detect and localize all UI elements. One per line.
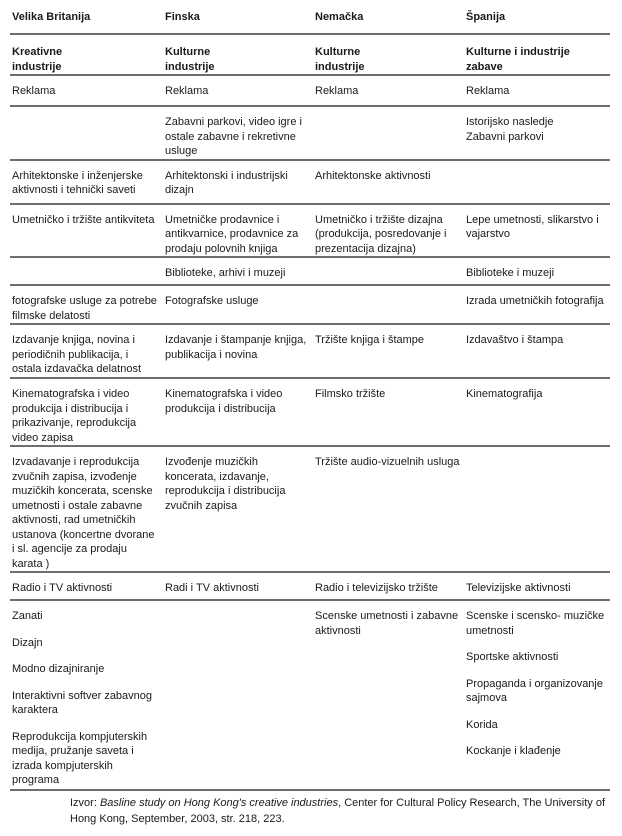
table-cell: Fotografske usluge <box>163 285 313 325</box>
table-cell <box>10 106 163 161</box>
table-cell: Istorijsko nasledje Zabavni parkovi <box>464 106 610 161</box>
table-cell: Filmsko tržište <box>313 378 464 447</box>
table-cell: Biblioteke i muzeji <box>464 257 610 286</box>
list-item: Reprodukcija kompjuterskih medija, pruža… <box>12 730 148 787</box>
category-header: Kreativne industrije <box>10 34 163 76</box>
table-cell: Reklama <box>163 75 313 107</box>
table-cell: Umetničko i tržište dizajna (produkcija,… <box>313 203 464 258</box>
table-cell: Reklama <box>313 75 464 107</box>
list-item: Modno dizajniranje <box>12 663 105 675</box>
table-cell <box>313 257 464 286</box>
table-row: Zabavni parkovi, video igre i ostale zab… <box>10 106 610 161</box>
country-header: Nemačka <box>313 0 464 35</box>
table-cell: Zabavni parkovi, video igre i ostale zab… <box>163 106 313 161</box>
table-cell <box>464 446 610 573</box>
list-item: Interaktivni softver zabavnog karaktera <box>12 689 153 717</box>
table-cell: Televizijske aktivnosti <box>464 572 610 601</box>
table-cell: Umetničke prodavnice i antikvarnice, pro… <box>163 203 313 258</box>
country-header: Finska <box>163 0 313 35</box>
list-item: Kockanje i klađenje <box>466 745 561 757</box>
table-cell: Arhitektonski i industrijski dizajn <box>163 159 313 205</box>
table-cell: Radi i TV aktivnosti <box>163 572 313 601</box>
table-cell: Arhitektonske i inženjerske aktivnosti i… <box>10 159 163 205</box>
table-row: Kinematografska i video produkcija i dis… <box>10 378 610 447</box>
table-cell: Biblioteke, arhivi i muzeji <box>163 257 313 286</box>
table-cell: Radio i televizijsko tržište <box>313 572 464 601</box>
table-row: Arhitektonske i inženjerske aktivnosti i… <box>10 159 610 205</box>
table-cell: Kinematografska i video produkcija i dis… <box>163 378 313 447</box>
table-cell: Izdavanje knjiga, novina i periodičnih p… <box>10 324 163 379</box>
table-cell: Izvadavanje i reprodukcija zvučnih zapis… <box>10 446 163 573</box>
table-row: Biblioteke, arhivi i muzeji Biblioteke i … <box>10 257 610 286</box>
table-cell: Izrada umetničkih fotografija <box>464 285 610 325</box>
table-cell: Umetničko i tržište antikviteta <box>10 203 163 258</box>
list-item: Zanati <box>12 610 43 622</box>
table-cell <box>313 106 464 161</box>
table-row: Umetničko i tržište antikviteta Umetničke… <box>10 203 610 258</box>
source-note: Izvor: Basline study on Hong Kong's crea… <box>70 797 606 825</box>
table-cell: Arhitektonske aktivnosti <box>313 159 464 205</box>
table-cell: Zanati Dizajn Modno dizajniranje Interaktiv… <box>10 600 163 791</box>
table-cell <box>313 285 464 325</box>
source-title: Basline study on Hong Kong's creative in… <box>99 797 339 809</box>
table-cell: Reklama <box>464 75 610 107</box>
table-cell: Scenske umetnosti i zabavne aktivnosti <box>313 600 464 791</box>
table-row: Izvadavanje i reprodukcija zvučnih zapis… <box>10 446 610 573</box>
category-header: Kulturne industrije <box>313 34 464 76</box>
table-cell: Tržište audio-vizuelnih usluga <box>313 446 464 573</box>
table-row: Izdavanje knjiga, novina i periodičnih p… <box>10 324 610 379</box>
table-cell: Izdavanje i štampanje knjiga, publikacij… <box>163 324 313 379</box>
list-item: Propaganda i organizovanje sajmova <box>466 677 603 705</box>
category-header: Kulturne industrije <box>163 34 313 76</box>
table-row: Reklama Reklama Reklama Reklama <box>10 75 610 107</box>
table-cell: Reklama <box>10 75 163 107</box>
list-item: Korida <box>466 718 498 731</box>
table-cell: Kinematografska i video produkcija i dis… <box>10 378 163 447</box>
industries-comparison-table: Velika Britanija Finska Nemačka Španija … <box>10 0 610 791</box>
table-cell: Kinematografija <box>464 378 610 447</box>
table-cell: Lepe umetnosti, slikarstvo i vajarstvo <box>464 203 610 258</box>
table-cell: Scenske i scensko- muzičke umetnosti Spor… <box>464 600 610 791</box>
table-row: Zanati Dizajn Modno dizajniranje Interaktiv… <box>10 600 610 791</box>
country-header: Španija <box>464 0 610 35</box>
category-header: Kulturne i industrije zabave <box>464 34 610 76</box>
table-cell: Izdavaštvo i štampa <box>464 324 610 379</box>
list-item: Dizajn <box>12 636 43 649</box>
table-cell <box>163 600 313 791</box>
table-cell: Tržište knjiga i štampe <box>313 324 464 379</box>
list-item: Scenske umetnosti i zabavne aktivnosti <box>315 610 459 637</box>
table-cell: fotografske usluge za potrebe filmske de… <box>10 285 163 325</box>
table-cell <box>464 159 610 205</box>
list-item: Scenske i scensko- muzičke umetnosti <box>466 610 605 637</box>
table-row: Radio i TV aktivnosti Radi i TV aktivnost… <box>10 572 610 601</box>
category-header-row: Kreativne industrije Kulturne industrije… <box>10 34 610 76</box>
table-cell: Radio i TV aktivnosti <box>10 572 163 601</box>
list-item: Sportske aktivnosti <box>466 651 559 663</box>
table-row: fotografske usluge za potrebe filmske de… <box>10 285 610 325</box>
table-cell <box>10 257 163 286</box>
table-cell: Izvođenje muzičkih koncerata, izdavanje,… <box>163 446 313 573</box>
country-header-row: Velika Britanija Finska Nemačka Španija <box>10 0 610 35</box>
country-header: Velika Britanija <box>10 0 163 35</box>
